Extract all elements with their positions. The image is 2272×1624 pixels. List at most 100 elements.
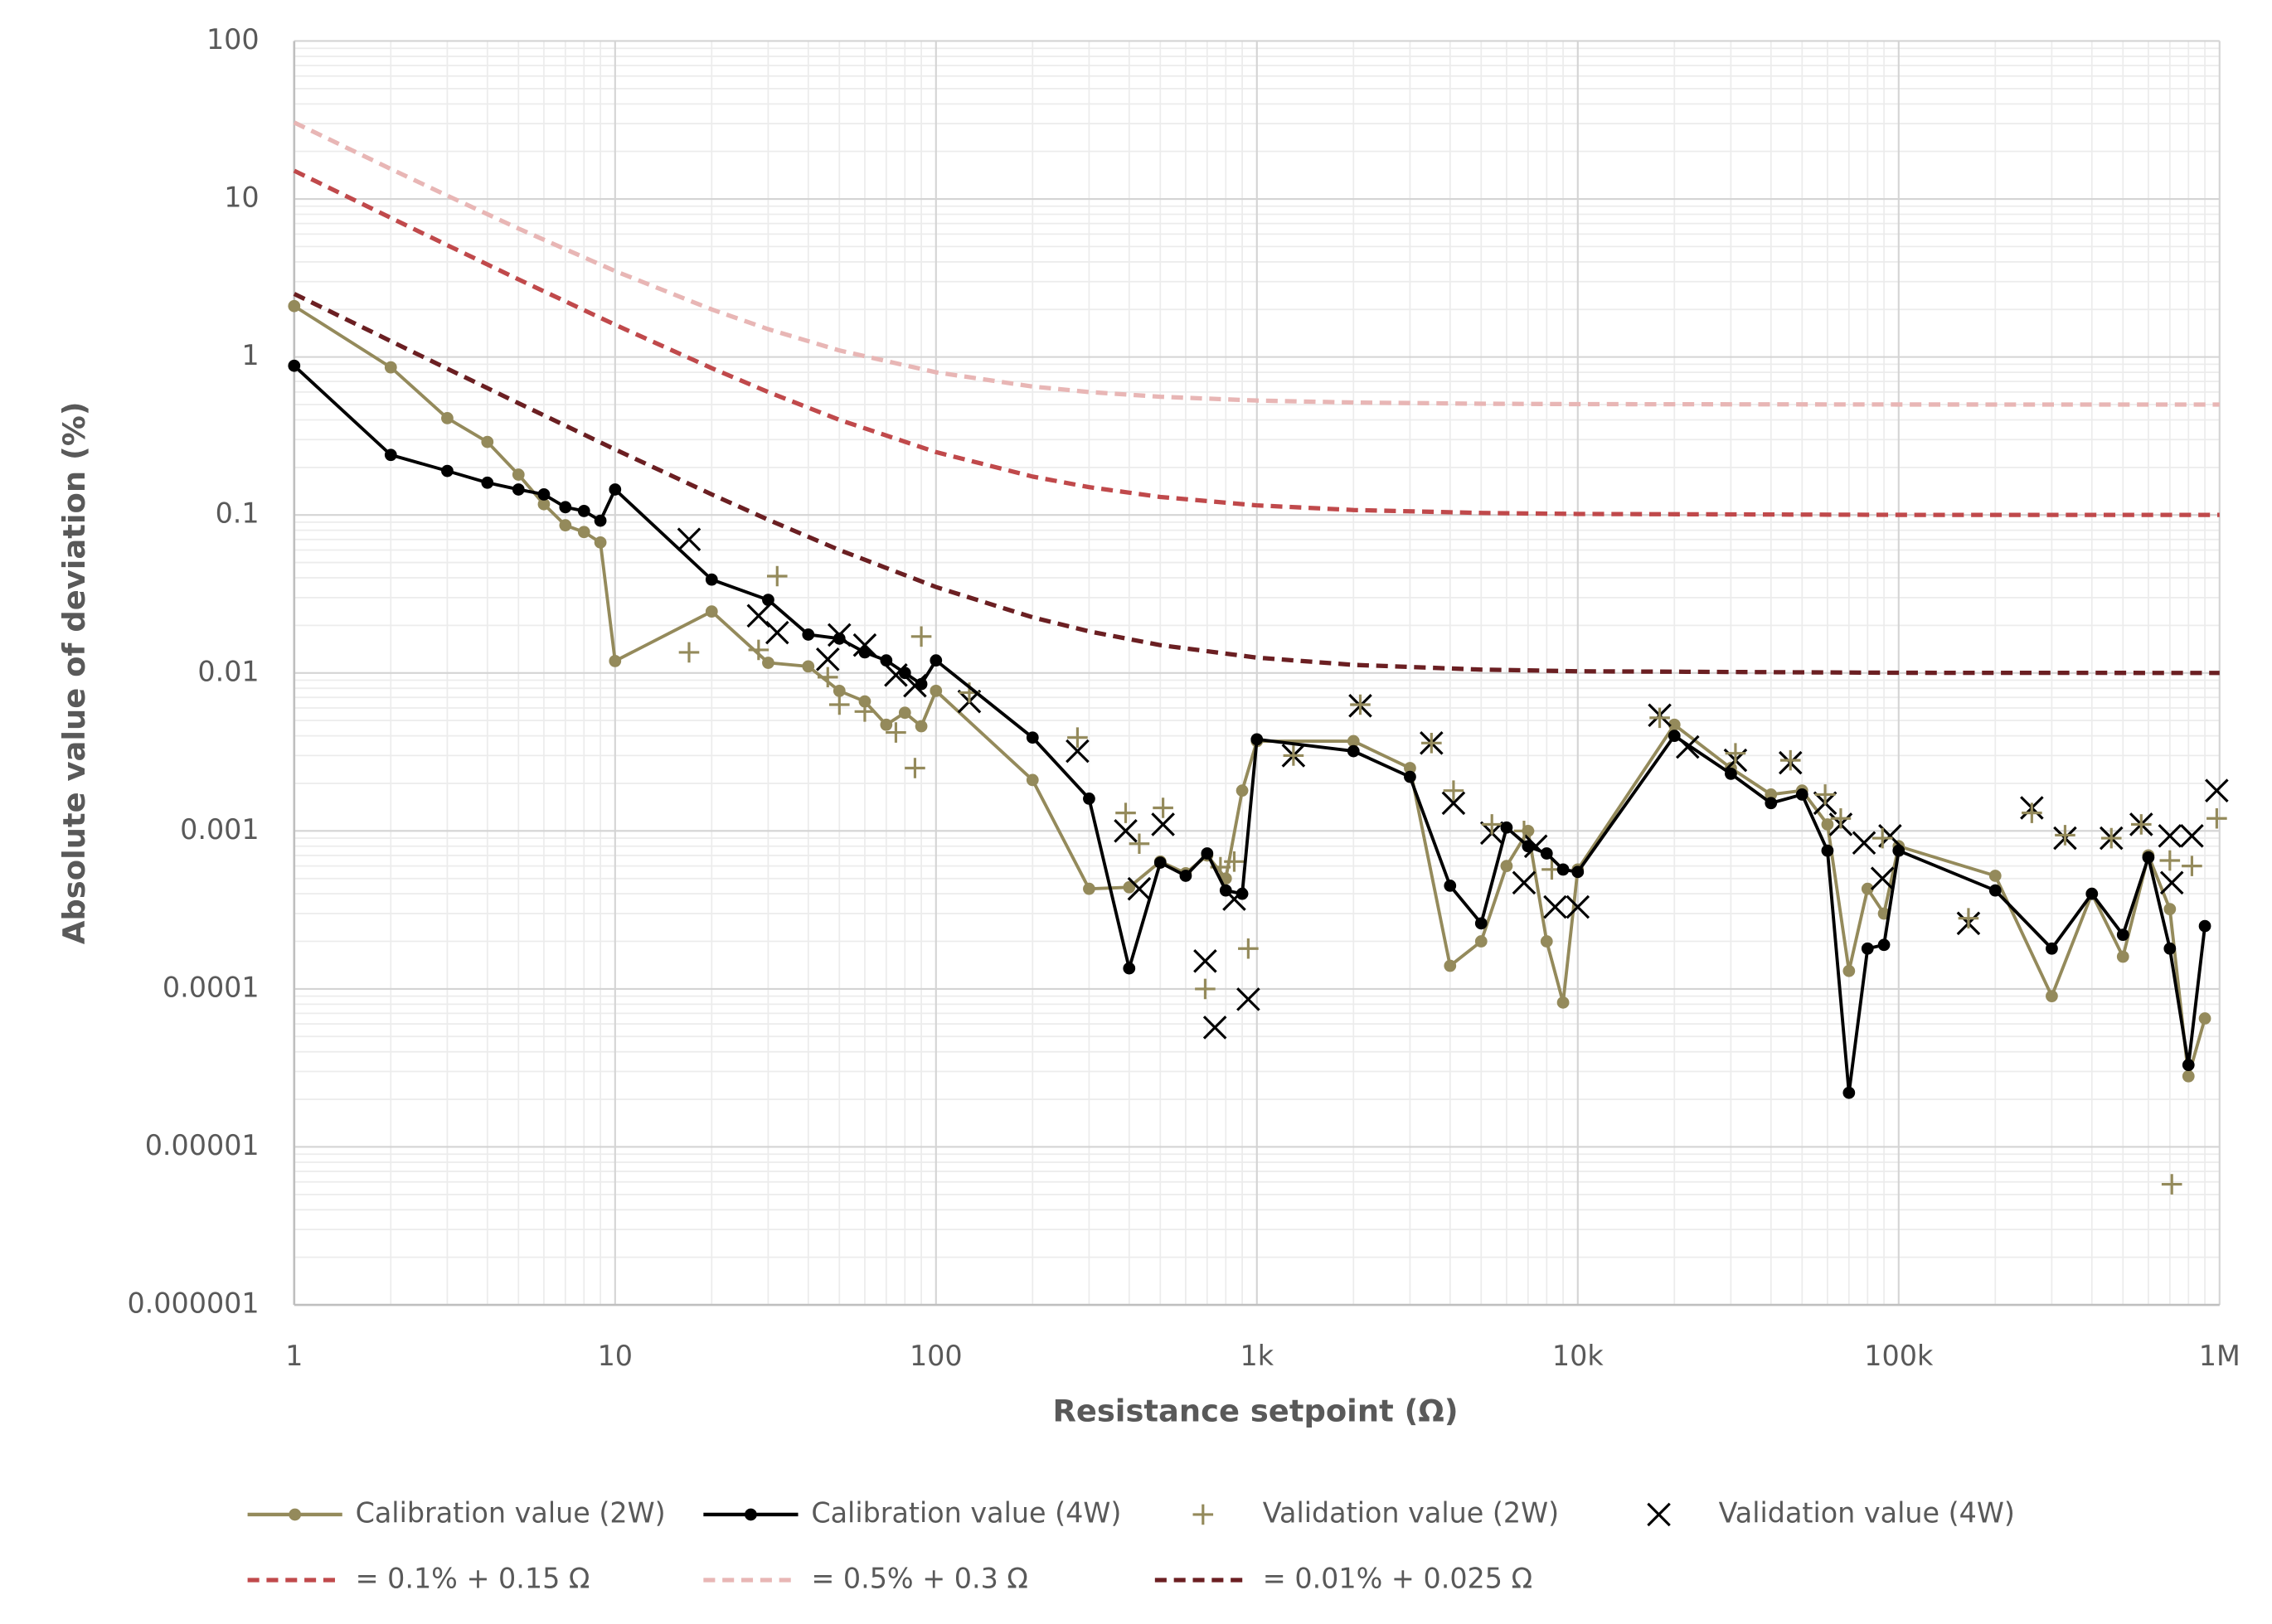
- x-tick-label: 100k: [1864, 1340, 1934, 1372]
- data-point: [1795, 788, 1808, 801]
- data-point: [898, 667, 911, 680]
- data-point: [577, 504, 590, 517]
- data-point: [1444, 959, 1457, 972]
- data-point: [1236, 987, 1260, 1011]
- legend-item: Calibration value (2W): [247, 1496, 666, 1529]
- data-point: [1556, 863, 1570, 876]
- data-point: [1842, 1086, 1856, 1099]
- data-point: [1779, 749, 1801, 771]
- limit-line: [293, 292, 2220, 676]
- data-point: [858, 646, 871, 659]
- y-tick-label: 0.01: [197, 655, 259, 687]
- data-point: [594, 514, 607, 527]
- legend-item: = 0.5% + 0.3 Ω: [703, 1563, 1028, 1595]
- data-point: [1350, 694, 1371, 715]
- data-point: [1649, 707, 1670, 729]
- data-point: [1852, 831, 1876, 856]
- data-point: [1540, 847, 1553, 860]
- data-point: [1219, 884, 1232, 897]
- data-point: [1871, 827, 1893, 849]
- data-point: [2085, 887, 2099, 900]
- legend-label: = 0.5% + 0.3 Ω: [811, 1563, 1028, 1595]
- data-point: [880, 718, 893, 731]
- data-point: [2159, 850, 2181, 871]
- data-point: [748, 639, 769, 661]
- data-point: [609, 483, 622, 496]
- data-point: [705, 605, 718, 618]
- y-axis-title: Absolute value of deviation (%): [56, 401, 92, 944]
- data-point: [1441, 791, 1466, 816]
- data-point: [384, 361, 397, 374]
- data-point: [802, 660, 815, 673]
- data-point: [1127, 876, 1152, 901]
- data-point: [1193, 949, 1217, 973]
- data-point: [288, 299, 301, 313]
- data-point: [1988, 884, 2002, 897]
- data-point: [2100, 827, 2122, 849]
- data-point: [537, 487, 551, 501]
- data-point: [905, 758, 925, 778]
- data-point: [288, 359, 301, 372]
- legend-item: = 0.01% + 0.025 Ω: [1154, 1563, 1532, 1595]
- data-point: [1543, 894, 1567, 919]
- data-point: [677, 527, 702, 552]
- data-point: [880, 654, 893, 667]
- x-axis-title: Resistance setpoint (Ω): [1052, 1394, 1458, 1429]
- data-point: [512, 468, 525, 481]
- data-point: [609, 654, 622, 667]
- data-point: [898, 706, 911, 720]
- data-point: [762, 657, 774, 669]
- data-point: [910, 626, 932, 647]
- data-point: [1129, 833, 1150, 855]
- data-point: [1474, 935, 1488, 948]
- data-point: [559, 519, 572, 532]
- legend-label: = 0.1% + 0.15 Ω: [356, 1563, 590, 1595]
- data-point: [1540, 935, 1553, 948]
- data-point: [2046, 942, 2058, 955]
- data-point: [1668, 730, 1681, 742]
- data-point: [2205, 778, 2229, 802]
- legend: Calibration value (2W) Calibration value …: [247, 1496, 2015, 1595]
- legend-swatch: [745, 1508, 757, 1521]
- data-point: [1500, 821, 1513, 834]
- data-point: [765, 620, 789, 645]
- x-tick-label: 1k: [1240, 1340, 1274, 1372]
- data-point: [678, 642, 700, 663]
- x-tick-label: 10: [598, 1340, 633, 1372]
- x-tick-label: 100: [910, 1340, 963, 1372]
- data-point: [886, 722, 906, 743]
- y-tick-label: 0.001: [180, 813, 260, 846]
- y-tick-label: 0.00001: [145, 1129, 260, 1161]
- data-point: [2142, 851, 2155, 864]
- data-point: [1114, 819, 1138, 843]
- data-point: [1821, 818, 1834, 831]
- data-point: [2116, 928, 2129, 942]
- data-point: [930, 685, 943, 697]
- data-point: [1513, 821, 1535, 841]
- data-point: [1444, 880, 1457, 892]
- data-point: [1861, 942, 1874, 955]
- data-point: [1238, 938, 1259, 959]
- data-point: [2198, 1012, 2211, 1025]
- data-point: [1861, 882, 1874, 895]
- data-point: [1115, 802, 1136, 823]
- legend-swatch: [1647, 1502, 1671, 1527]
- data-point: [441, 464, 454, 478]
- data-point: [833, 685, 846, 697]
- data-point: [1153, 856, 1167, 869]
- data-point: [930, 654, 943, 667]
- data-point: [1870, 866, 1895, 890]
- data-point: [1123, 880, 1136, 894]
- data-point: [828, 694, 850, 715]
- data-point: [1236, 887, 1249, 900]
- y-tick-label: 0.000001: [127, 1287, 259, 1320]
- data-point: [2055, 825, 2075, 846]
- y-tick-label: 10: [224, 182, 259, 214]
- data-point: [2116, 950, 2129, 963]
- data-point: [1725, 743, 1746, 764]
- data-point: [2182, 1059, 2195, 1072]
- legend-label: Calibration value (2W): [356, 1496, 666, 1529]
